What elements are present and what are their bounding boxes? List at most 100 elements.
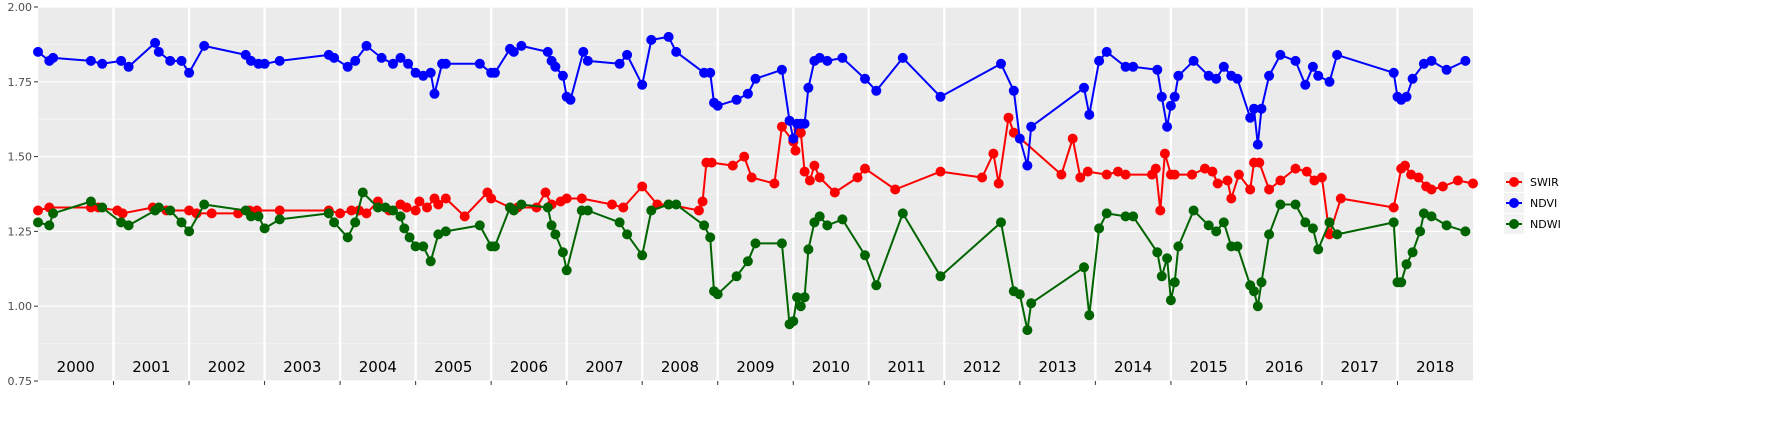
- ndvi-point: [550, 61, 561, 72]
- swir-point: [607, 199, 617, 210]
- ndvi-point: [1401, 91, 1412, 102]
- ndwi-point: [1128, 211, 1139, 222]
- swir-point: [1335, 193, 1346, 204]
- ndvi-point: [388, 58, 398, 69]
- ndwi-point: [731, 271, 742, 282]
- ndvi-point: [542, 46, 553, 57]
- swir-point: [637, 181, 648, 192]
- ndvi-point: [1022, 160, 1033, 171]
- swir-point: [1199, 163, 1210, 174]
- ndvi-point: [361, 40, 372, 51]
- ndwi-point: [1120, 211, 1131, 222]
- ndvi-point: [395, 52, 406, 63]
- ndwi-point: [123, 220, 134, 231]
- ndwi-point: [860, 250, 870, 261]
- ndwi-point: [1324, 217, 1335, 228]
- ndwi-point: [418, 241, 429, 252]
- ndwi-point: [871, 280, 882, 291]
- swir-point: [799, 166, 810, 177]
- ndwi-point: [582, 205, 593, 216]
- swir-point: [1264, 184, 1275, 195]
- ndvi-point: [403, 58, 414, 69]
- year-label: 2009: [736, 358, 774, 376]
- swir-point: [1406, 169, 1417, 180]
- year-label: 2015: [1190, 358, 1228, 376]
- year-label: 2010: [812, 358, 850, 376]
- ndvi-point: [418, 70, 429, 81]
- ndvi-point: [246, 55, 256, 66]
- swir-point: [1309, 175, 1320, 186]
- year-label: 2017: [1341, 358, 1379, 376]
- ndwi-point: [1173, 241, 1184, 252]
- ndvi-point: [705, 67, 716, 78]
- ndwi-point: [557, 247, 568, 258]
- swir-point: [440, 193, 451, 204]
- swir-point: [739, 151, 750, 162]
- ndvi-point: [1026, 121, 1037, 132]
- swir-point: [1400, 160, 1410, 171]
- swir-point: [706, 157, 717, 168]
- swir-point: [1275, 175, 1286, 186]
- year-label: 2006: [510, 358, 548, 376]
- ndwi-point: [246, 211, 256, 222]
- swir-point: [1388, 202, 1399, 213]
- ndwi-point: [1264, 229, 1275, 240]
- ndwi-point: [1290, 199, 1301, 210]
- ndvi-point: [165, 55, 176, 66]
- ndwi-point: [699, 220, 710, 231]
- year-label: 2016: [1265, 358, 1303, 376]
- ndwi-point: [372, 202, 383, 213]
- ndvi-point: [1156, 91, 1167, 102]
- ndwi-point: [792, 292, 802, 303]
- data-series: [33, 31, 1478, 336]
- ndwi-point: [404, 232, 415, 243]
- swir-point: [274, 205, 285, 216]
- swir-point: [410, 205, 421, 216]
- ndwi-point: [561, 265, 572, 276]
- legend-label-ndwi: NDWI: [1530, 218, 1561, 231]
- ndwi-point: [1203, 220, 1214, 231]
- ndvi-point: [1426, 55, 1437, 66]
- swir-point: [814, 172, 825, 183]
- ndvi-point: [1188, 55, 1199, 66]
- ndvi-point: [1084, 109, 1095, 120]
- y-tick-label: 1.00: [8, 300, 33, 313]
- ndwi-point: [329, 217, 340, 228]
- ndvi-point: [425, 67, 436, 78]
- ndvi-point: [1249, 103, 1259, 114]
- ndvi-point: [784, 115, 795, 126]
- ndwi-point: [1275, 199, 1286, 210]
- ndvi-point: [1173, 70, 1184, 81]
- swir-point: [746, 172, 757, 183]
- swir-point: [790, 145, 801, 156]
- ndvi-point: [837, 52, 848, 63]
- ndwi-point: [399, 223, 410, 234]
- swir-point: [1290, 163, 1301, 174]
- swir-point: [233, 208, 244, 219]
- ndvi-point: [199, 40, 210, 51]
- ndvi-point: [1101, 46, 1112, 57]
- ndwi-point: [425, 256, 436, 267]
- ndwi-point: [637, 250, 648, 261]
- ndwi-point: [1101, 208, 1112, 219]
- ndwi-point: [750, 238, 761, 249]
- ndvi-point: [1014, 133, 1025, 144]
- swir-point: [540, 187, 551, 198]
- ndwi-point: [1162, 253, 1173, 264]
- ndvi-point: [376, 52, 387, 63]
- ndwi-point: [357, 187, 368, 198]
- ndwi-point: [342, 232, 353, 243]
- ndwi-point: [433, 229, 444, 240]
- ndwi-point: [176, 217, 187, 228]
- ndwi-point: [474, 220, 485, 231]
- ndwi-point: [1156, 271, 1167, 282]
- ndwi-point: [1084, 310, 1095, 321]
- swir-point: [1254, 157, 1265, 168]
- year-label: 2018: [1416, 358, 1454, 376]
- swir-point: [727, 160, 738, 171]
- swir-point: [618, 202, 629, 213]
- ndwi-point: [550, 229, 561, 240]
- ndvi-point: [1008, 85, 1019, 96]
- swir-point: [1452, 175, 1463, 186]
- swir-point: [1301, 166, 1312, 177]
